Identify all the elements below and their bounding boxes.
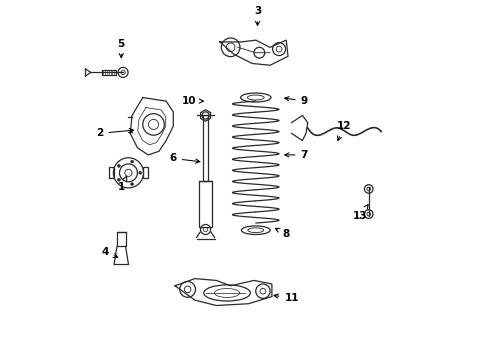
Bar [117,232,125,246]
Bar [109,167,114,178]
Text: 12: 12 [336,121,351,140]
Text: 6: 6 [170,153,200,163]
Text: 13: 13 [352,205,368,221]
Bar [101,69,116,75]
Text: 2: 2 [96,129,133,138]
Circle shape [118,165,121,167]
Circle shape [118,178,121,181]
Text: 11: 11 [274,293,299,303]
Circle shape [131,183,134,185]
Text: 10: 10 [182,96,203,106]
Bar [199,180,212,226]
Text: 3: 3 [254,6,261,26]
Bar [143,167,148,178]
Text: 4: 4 [101,247,118,257]
Bar [203,116,208,180]
Text: 1: 1 [118,176,127,192]
Text: 8: 8 [275,228,290,239]
Text: 9: 9 [285,96,308,106]
Circle shape [139,171,142,174]
Text: 5: 5 [118,39,125,58]
Circle shape [131,160,134,163]
Text: 7: 7 [285,150,308,160]
